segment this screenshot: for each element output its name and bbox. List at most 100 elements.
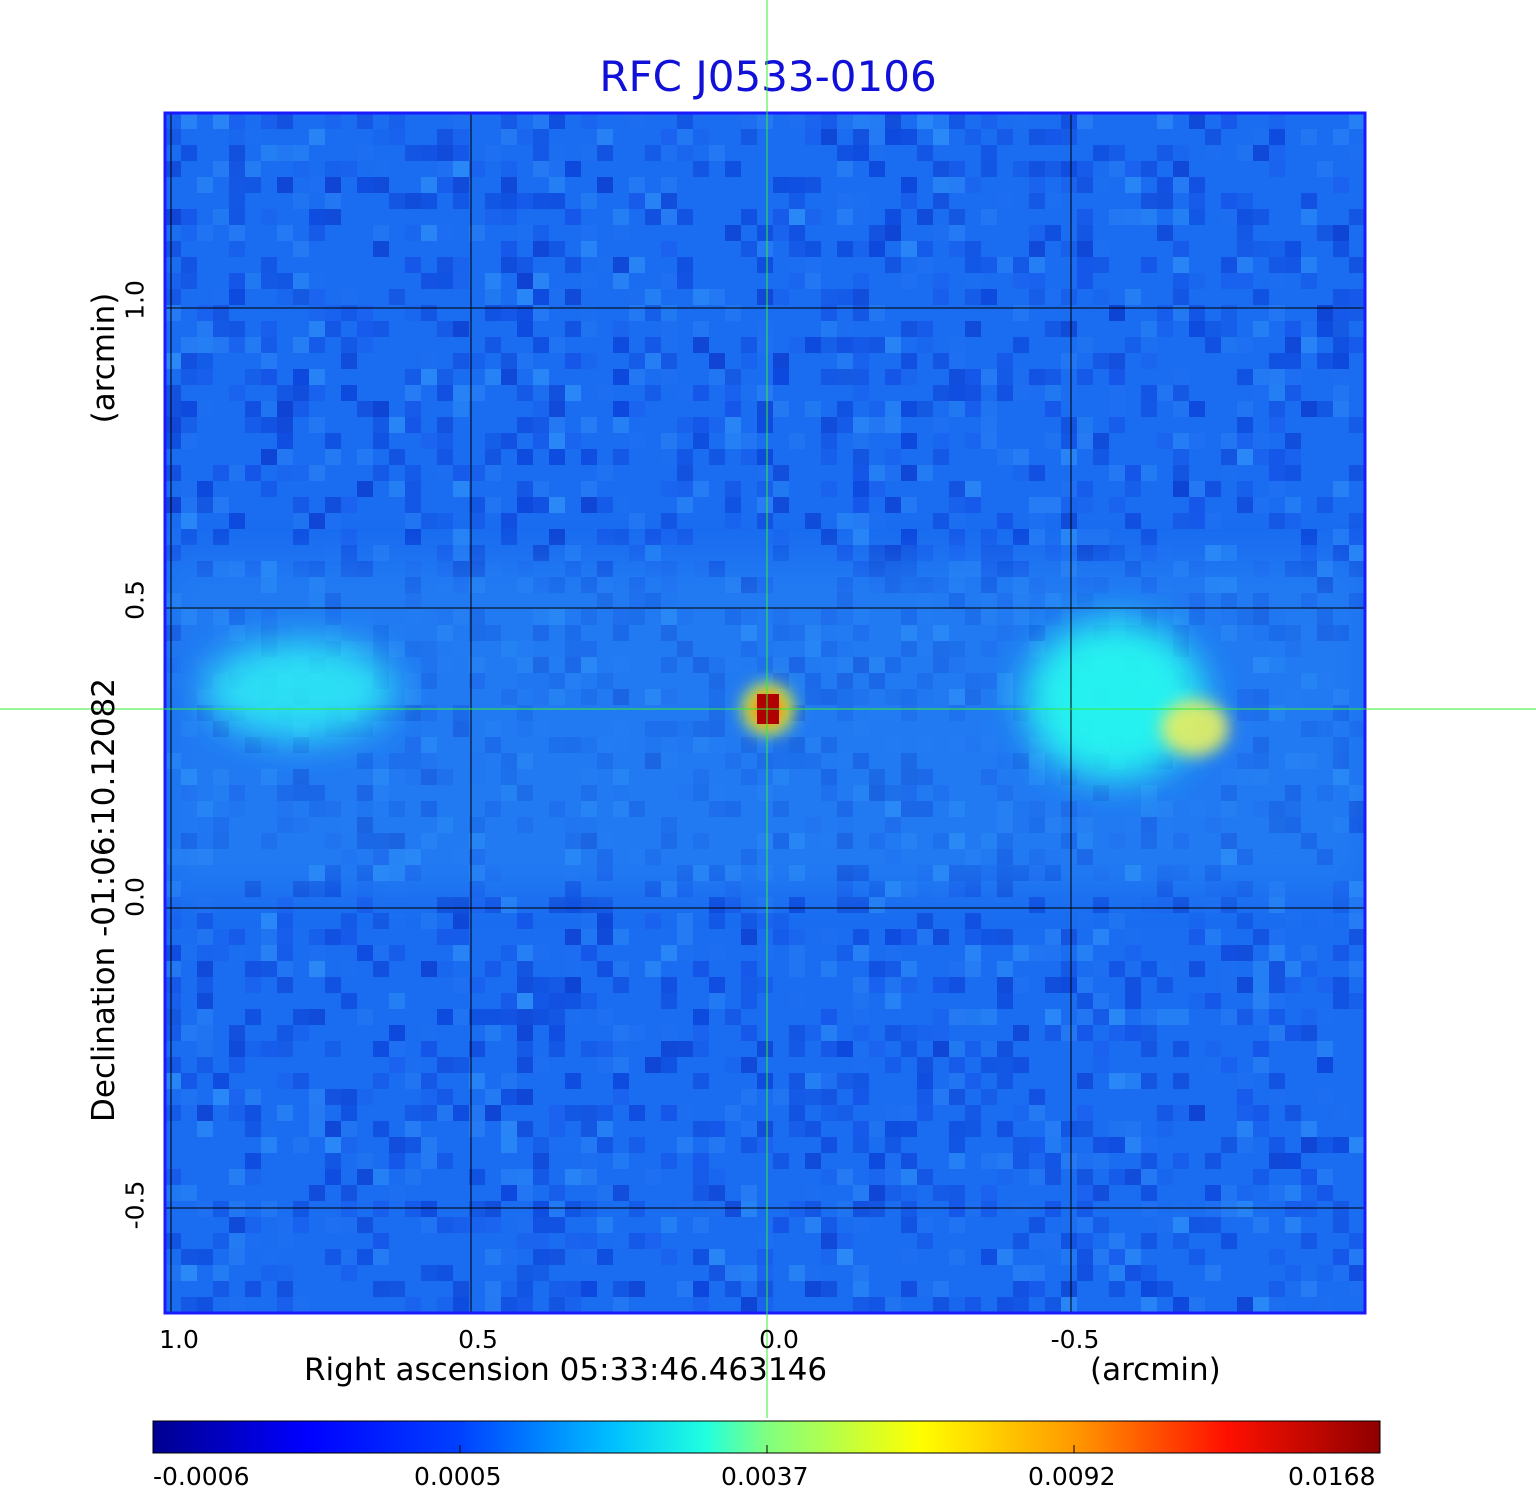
- noise-pixel: [213, 1073, 229, 1089]
- noise-pixel: [1109, 1121, 1125, 1137]
- noise-pixel: [197, 497, 213, 513]
- noise-pixel: [1349, 993, 1365, 1009]
- noise-pixel: [613, 337, 629, 353]
- noise-pixel: [1205, 481, 1221, 497]
- noise-pixel: [533, 1057, 549, 1073]
- noise-pixel: [981, 145, 997, 161]
- noise-pixel: [853, 305, 869, 321]
- noise-pixel: [1061, 353, 1077, 369]
- noise-pixel: [581, 481, 597, 497]
- colorbar-tick-label: 0.0037: [721, 1462, 809, 1491]
- noise-pixel: [1221, 257, 1237, 273]
- noise-pixel: [1141, 897, 1157, 913]
- noise-pixel: [373, 961, 389, 977]
- noise-pixel: [1141, 1153, 1157, 1169]
- noise-pixel: [181, 257, 197, 273]
- noise-pixel: [693, 481, 709, 497]
- noise-pixel: [517, 913, 533, 929]
- noise-pixel: [165, 977, 181, 993]
- noise-pixel: [1205, 321, 1221, 337]
- noise-pixel: [341, 1185, 357, 1201]
- noise-pixel: [405, 225, 421, 241]
- noise-pixel: [501, 129, 517, 145]
- noise-pixel: [517, 1297, 533, 1313]
- noise-pixel: [885, 1105, 901, 1121]
- noise-pixel: [229, 1249, 245, 1265]
- noise-pixel: [597, 385, 613, 401]
- noise-pixel: [629, 545, 645, 561]
- noise-pixel: [1029, 1233, 1045, 1249]
- noise-pixel: [1253, 145, 1269, 161]
- noise-pixel: [453, 929, 469, 945]
- noise-pixel: [1157, 385, 1173, 401]
- noise-pixel: [373, 545, 389, 561]
- noise-pixel: [533, 161, 549, 177]
- noise-pixel: [949, 481, 965, 497]
- noise-pixel: [277, 1105, 293, 1121]
- noise-pixel: [453, 113, 469, 129]
- noise-pixel: [869, 545, 885, 561]
- noise-pixel: [501, 1281, 517, 1297]
- noise-pixel: [565, 161, 581, 177]
- noise-pixel: [469, 1169, 485, 1185]
- noise-pixel: [597, 1105, 613, 1121]
- noise-pixel: [501, 353, 517, 369]
- noise-pixel: [949, 1089, 965, 1105]
- noise-pixel: [965, 289, 981, 305]
- noise-pixel: [981, 369, 997, 385]
- noise-pixel: [261, 257, 277, 273]
- noise-pixel: [1173, 1073, 1189, 1089]
- noise-pixel: [597, 1249, 613, 1265]
- noise-pixel: [229, 1089, 245, 1105]
- noise-pixel: [1285, 1281, 1301, 1297]
- noise-pixel: [949, 1153, 965, 1169]
- noise-pixel: [277, 961, 293, 977]
- noise-pixel: [1237, 1297, 1253, 1313]
- noise-pixel: [485, 1201, 501, 1217]
- noise-pixel: [1237, 257, 1253, 273]
- noise-pixel: [309, 273, 325, 289]
- noise-pixel: [917, 1233, 933, 1249]
- noise-pixel: [949, 1121, 965, 1137]
- noise-pixel: [1141, 1297, 1157, 1313]
- noise-pixel: [1077, 945, 1093, 961]
- noise-pixel: [181, 513, 197, 529]
- noise-pixel: [1349, 961, 1365, 977]
- noise-pixel: [917, 1073, 933, 1089]
- noise-pixel: [981, 1185, 997, 1201]
- noise-pixel: [277, 913, 293, 929]
- noise-pixel: [805, 129, 821, 145]
- noise-pixel: [1077, 497, 1093, 513]
- noise-pixel: [181, 1025, 197, 1041]
- noise-pixel: [1061, 1153, 1077, 1169]
- noise-pixel: [437, 321, 453, 337]
- noise-pixel: [565, 321, 581, 337]
- noise-pixel: [421, 1265, 437, 1281]
- noise-pixel: [1349, 513, 1365, 529]
- noise-pixel: [853, 1137, 869, 1153]
- noise-pixel: [757, 289, 773, 305]
- noise-pixel: [533, 273, 549, 289]
- noise-pixel: [1269, 977, 1285, 993]
- noise-pixel: [229, 1105, 245, 1121]
- noise-pixel: [1189, 1249, 1205, 1265]
- noise-pixel: [629, 193, 645, 209]
- noise-pixel: [1045, 945, 1061, 961]
- noise-pixel: [837, 897, 853, 913]
- noise-pixel: [1221, 1233, 1237, 1249]
- noise-pixel: [1061, 1249, 1077, 1265]
- noise-pixel: [837, 337, 853, 353]
- noise-pixel: [773, 177, 789, 193]
- noise-pixel: [517, 1185, 533, 1201]
- noise-pixel: [1157, 1009, 1173, 1025]
- noise-pixel: [565, 1169, 581, 1185]
- noise-pixel: [197, 1009, 213, 1025]
- noise-pixel: [293, 241, 309, 257]
- noise-pixel: [1317, 1169, 1333, 1185]
- noise-pixel: [533, 433, 549, 449]
- noise-pixel: [261, 1249, 277, 1265]
- noise-pixel: [677, 929, 693, 945]
- noise-pixel: [741, 113, 757, 129]
- noise-pixel: [597, 1217, 613, 1233]
- noise-pixel: [853, 1073, 869, 1089]
